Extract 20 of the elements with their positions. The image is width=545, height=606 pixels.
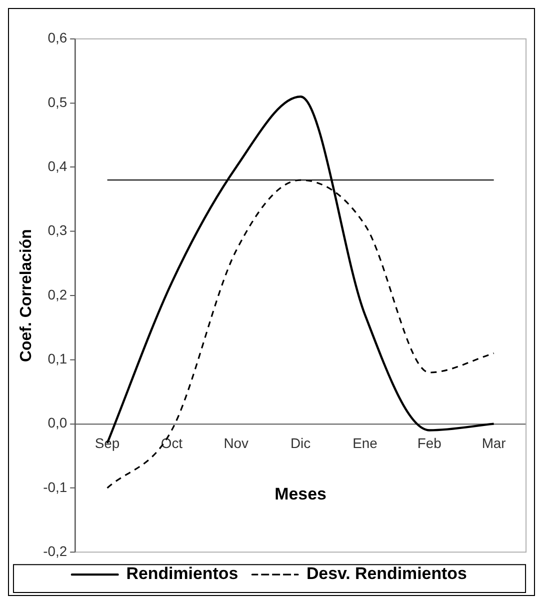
y-tick-label: 0,4 — [48, 158, 68, 174]
x-axis-title: Meses — [274, 484, 326, 504]
x-tick-label: Dic — [290, 435, 311, 452]
y-tick-label: 0,2 — [48, 286, 68, 302]
y-tick-label: 0,0 — [48, 414, 68, 431]
x-tick-label: Mar — [482, 435, 506, 452]
legend-label: Rendimientos — [126, 564, 238, 584]
x-tick-label: Oct — [160, 435, 183, 452]
y-tick-label: 0,6 — [48, 30, 68, 46]
y-tick-label: 0,1 — [48, 350, 68, 367]
y-tick-label: -0,2 — [43, 542, 68, 559]
y-tick-label: 0,3 — [48, 222, 68, 238]
x-tick-label: Nov — [224, 435, 249, 452]
x-tick-label: Ene — [352, 435, 378, 452]
legend-label: Desv. Rendimientos — [306, 564, 467, 584]
y-tick-label: -0,1 — [43, 478, 68, 495]
x-tick-label: Feb — [417, 435, 442, 452]
y-axis-title: Coef. Correlación — [18, 229, 35, 362]
y-tick-label: 0,5 — [48, 94, 68, 110]
x-tick-label: Sep — [94, 435, 120, 452]
